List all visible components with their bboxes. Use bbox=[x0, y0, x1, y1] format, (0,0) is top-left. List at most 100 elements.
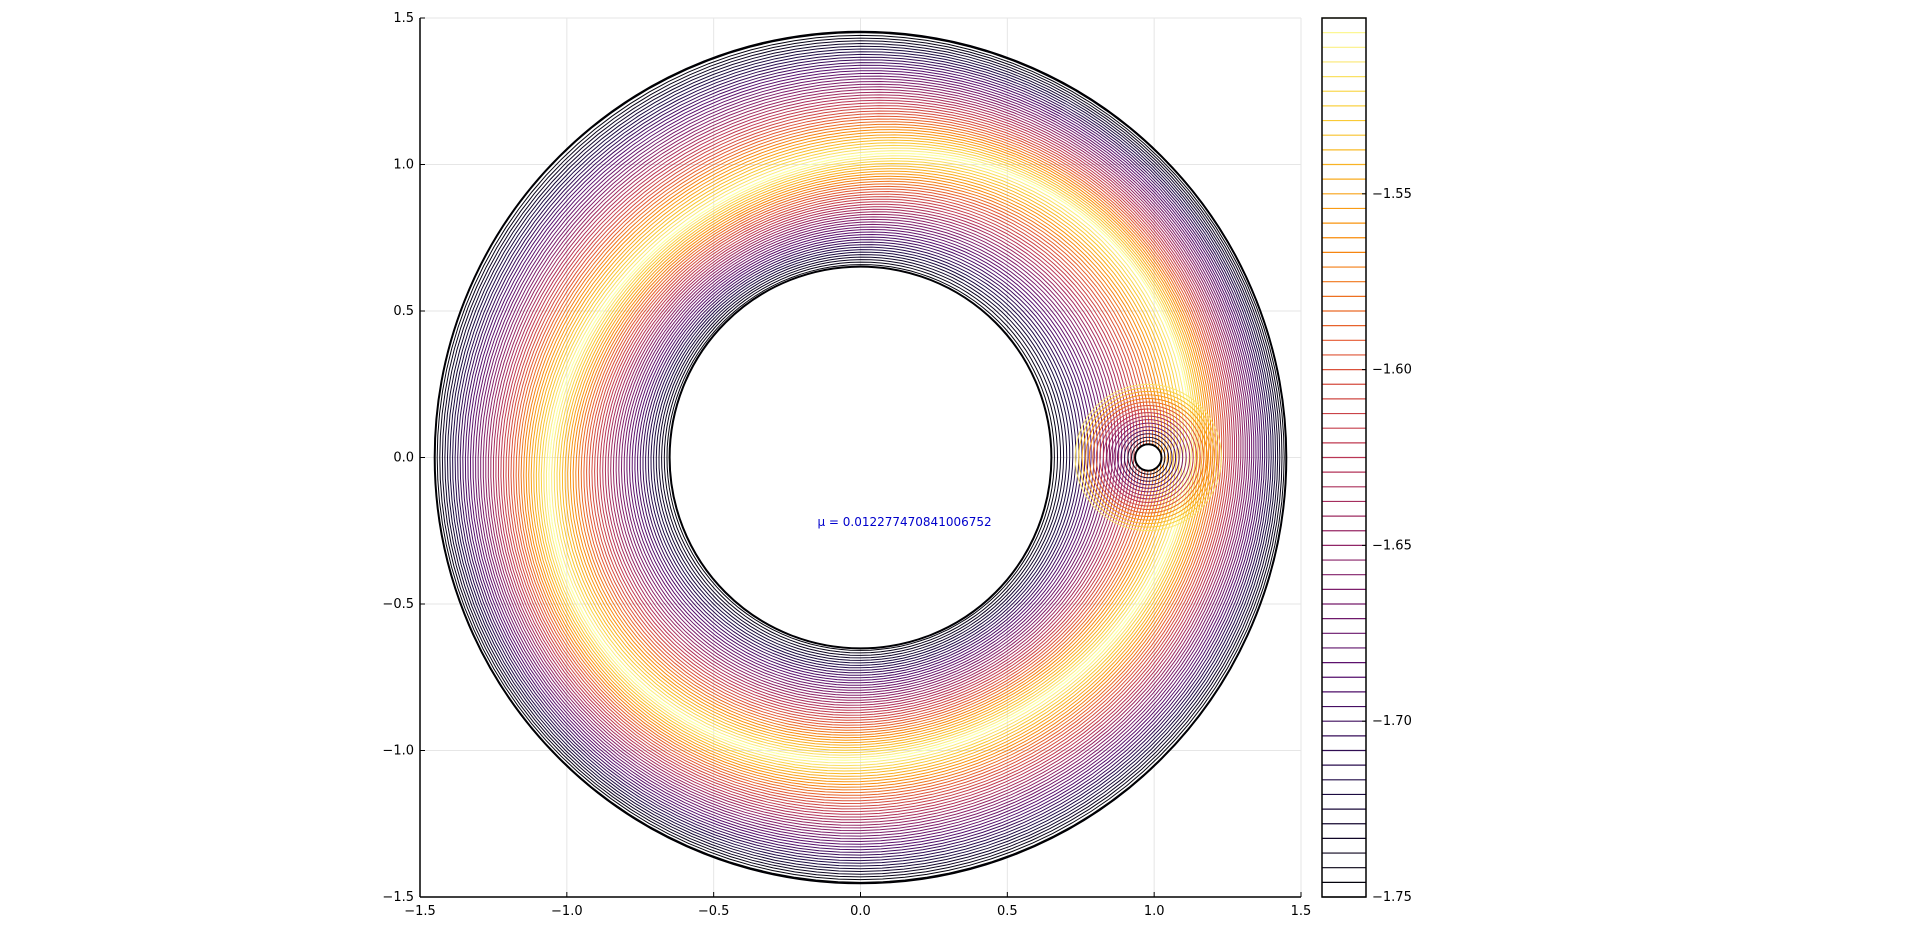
inner-boundary bbox=[668, 265, 1053, 650]
contour-line bbox=[650, 249, 1074, 666]
y-tick-label: −1.5 bbox=[382, 890, 414, 905]
contour-line bbox=[518, 121, 1216, 794]
y-tick-label: 0.0 bbox=[393, 451, 414, 466]
contour-line bbox=[475, 75, 1253, 840]
contour-line bbox=[436, 34, 1285, 881]
contour-line bbox=[612, 213, 1117, 701]
contour-line bbox=[599, 201, 1132, 714]
contour-line bbox=[467, 67, 1259, 848]
contour-ring bbox=[1095, 405, 1201, 510]
contour-line bbox=[520, 123, 1214, 791]
contour-line bbox=[533, 136, 1204, 777]
contour-line bbox=[525, 129, 1210, 786]
y-tick-label: −1.0 bbox=[382, 744, 414, 759]
contour-line bbox=[441, 40, 1281, 875]
contour-line bbox=[490, 91, 1240, 823]
contour-line bbox=[645, 244, 1080, 671]
contour-line bbox=[588, 190, 1145, 724]
contour-line bbox=[528, 131, 1208, 783]
secondary-body bbox=[1134, 443, 1163, 472]
contour-line bbox=[607, 208, 1123, 706]
contour-line bbox=[454, 53, 1270, 862]
contour-line bbox=[623, 223, 1105, 691]
contour-line bbox=[594, 196, 1138, 719]
contour-line bbox=[500, 102, 1231, 813]
contour-line bbox=[543, 147, 1195, 767]
x-tick-label: 0.0 bbox=[850, 904, 871, 919]
contour-line bbox=[561, 165, 1175, 749]
contour-ring bbox=[1102, 412, 1194, 503]
contour-line bbox=[626, 226, 1101, 689]
contour-line bbox=[637, 236, 1089, 679]
contour-line bbox=[663, 261, 1058, 654]
contour-line bbox=[602, 203, 1129, 711]
contour-line bbox=[480, 80, 1248, 834]
contour-line bbox=[502, 105, 1229, 810]
contour-line bbox=[577, 180, 1157, 734]
contour-line bbox=[567, 170, 1169, 744]
contour-line bbox=[569, 173, 1166, 741]
x-tick-label: 1.5 bbox=[1291, 904, 1312, 919]
contour-line bbox=[530, 134, 1206, 780]
contour-line bbox=[586, 188, 1148, 726]
x-tick-label: −0.5 bbox=[698, 904, 730, 919]
contour-line bbox=[559, 162, 1178, 751]
contour-line bbox=[462, 62, 1263, 853]
contour-line bbox=[591, 193, 1141, 721]
y-tick-label: −0.5 bbox=[382, 597, 414, 612]
contour-line bbox=[580, 183, 1154, 731]
axes: −1.5 −1.0 −0.5 0.0 0.5 1.0 1.5 −1.5 −1.0 −0.5 0.0 0… bbox=[382, 11, 1311, 919]
contour-ring bbox=[1131, 440, 1166, 475]
contour-line bbox=[551, 155, 1188, 759]
contour-ring bbox=[1092, 401, 1205, 514]
contour-line bbox=[583, 185, 1151, 729]
contour-ring bbox=[1106, 415, 1191, 500]
colorbar-tick-label: −1.60 bbox=[1372, 363, 1412, 378]
contour-line bbox=[487, 88, 1242, 826]
contour-line bbox=[631, 231, 1095, 684]
contour-line bbox=[553, 157, 1185, 756]
contour-line bbox=[596, 198, 1135, 716]
contour-line bbox=[535, 139, 1201, 775]
contour-line bbox=[515, 118, 1218, 796]
contour-line bbox=[610, 211, 1120, 704]
x-tick-label: −1.0 bbox=[551, 904, 583, 919]
contour-ring bbox=[1099, 408, 1198, 507]
contour-line bbox=[653, 251, 1071, 664]
contour-line bbox=[510, 113, 1223, 802]
x-tick-label: −1.5 bbox=[404, 904, 436, 919]
contour-line bbox=[497, 99, 1233, 815]
contour-line bbox=[485, 86, 1244, 829]
contour-line bbox=[661, 259, 1062, 656]
y-tick-label: 1.0 bbox=[393, 158, 414, 173]
mu-annotation: μ = 0.012277470841006752 bbox=[817, 515, 991, 529]
contour-line bbox=[658, 256, 1065, 659]
contour-line bbox=[464, 64, 1261, 851]
contour-line bbox=[620, 221, 1108, 694]
contour-line bbox=[472, 72, 1255, 843]
contour-line bbox=[513, 115, 1221, 799]
contour-ring bbox=[1116, 426, 1180, 489]
contour-line bbox=[572, 175, 1163, 739]
contour-ring bbox=[1109, 419, 1187, 496]
contour-line bbox=[457, 56, 1268, 859]
contour-line bbox=[545, 150, 1193, 764]
contour-ring bbox=[1113, 422, 1184, 493]
contour-line bbox=[575, 178, 1160, 736]
contour-line bbox=[655, 254, 1068, 661]
y-tick-label: 1.5 bbox=[393, 11, 414, 26]
contour-line bbox=[540, 144, 1197, 769]
contour-line bbox=[666, 264, 1055, 651]
contour-ring bbox=[1127, 436, 1170, 479]
contour-ring bbox=[1123, 433, 1173, 482]
contour-line bbox=[446, 45, 1276, 870]
x-tick-label: 0.5 bbox=[997, 904, 1018, 919]
contour-line bbox=[439, 37, 1283, 878]
contour-ring bbox=[1120, 429, 1177, 486]
contour-ring bbox=[1074, 383, 1222, 532]
contour-line bbox=[538, 142, 1199, 772]
contour-line bbox=[629, 228, 1098, 686]
colorbar-tick-label: −1.55 bbox=[1372, 187, 1412, 202]
y-tick-label: 0.5 bbox=[393, 304, 414, 319]
contour-line bbox=[556, 160, 1181, 754]
